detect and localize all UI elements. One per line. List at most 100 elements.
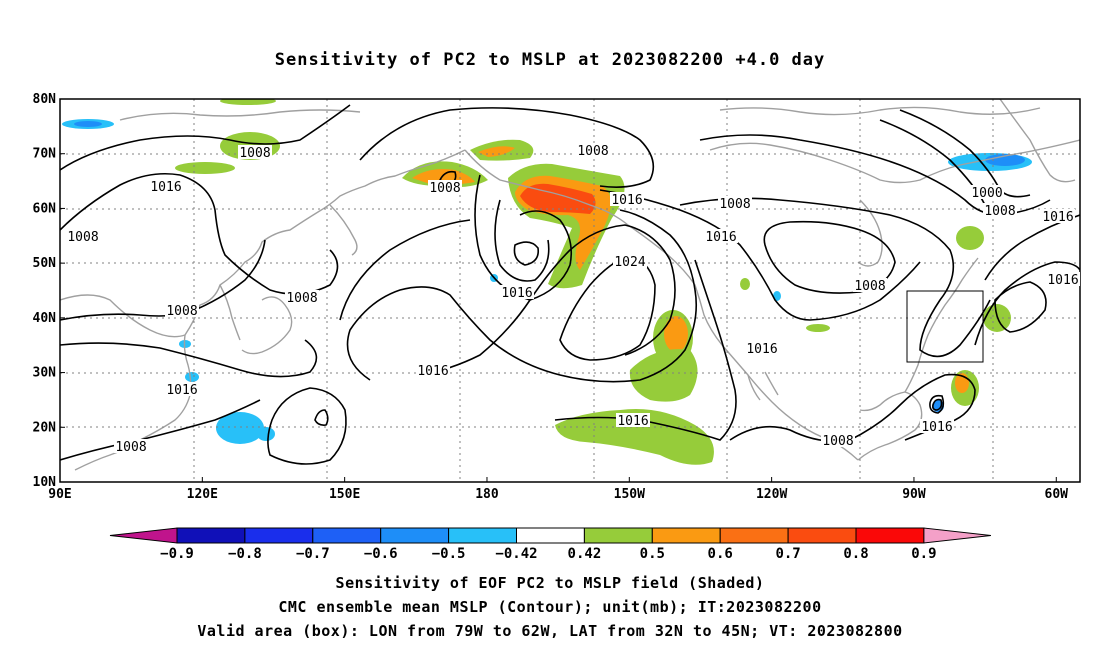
colorbar-label: 0.6 [708,546,733,562]
shade-patch [185,372,199,382]
shade-patch [555,409,714,465]
coastline-canada [709,139,1080,184]
contour-label: 1008 [166,304,197,319]
isobar [899,109,1031,198]
lon-tick-label: 90E [48,487,71,502]
lon-tick-label: 120W [756,487,787,502]
contour-label: 1016 [611,193,642,208]
isobar [60,399,261,461]
isobar [359,107,655,188]
lon-tick-label: 180 [475,487,499,502]
coastline-hudson [857,199,883,267]
lon-tick-label: 120E [187,487,218,502]
isobar [932,398,943,411]
shade-patch [985,154,1025,166]
colorbar-segment [516,527,585,544]
lat-tick-label: 50N [33,256,57,271]
isobar [314,409,329,426]
colorbar-segment [855,527,925,544]
colorbar-segment [312,527,382,544]
contour-label: 1008 [286,291,317,306]
isobar [339,189,921,321]
colorbar-high-extension [923,527,991,544]
contour-label-bg [1046,272,1080,286]
contour-labels: 1008 1016 1008 1008 1016 1008 1008 1016 1016 1008… [66,143,1080,455]
map-frame [59,98,1081,483]
lat-tick-label: 20N [33,420,57,435]
colorbar-segment [787,527,857,544]
isobar [763,220,896,294]
isobar [729,373,976,443]
coastline-north-america-west [627,224,859,461]
contour-label-bg [416,363,450,377]
contour-label-bg [66,229,100,243]
colorbar-segment [244,527,314,544]
shade-patch [220,99,276,105]
caption-line-3: Valid area (box): LON from 79W to 62W, L… [197,622,903,640]
contour-label: 1016 [150,180,181,195]
isobar [60,339,318,378]
contour-label: 1008 [719,197,750,212]
contour-label: 1008 [239,146,270,161]
longitude-labels: 90E 120E 150E 180 150W 120W 90W 60W [48,477,1068,502]
contour-label: 1016 [1042,210,1073,225]
isobar [346,209,698,383]
contour-label: 1016 [746,342,777,357]
isobar [679,197,991,358]
colorbar-label: −0.42 [495,546,537,562]
colorbar-label: −0.5 [432,546,466,562]
lon-tick-label: 150E [329,487,360,502]
contour-label-bg [920,419,954,433]
contour-label-bg [970,185,1004,199]
contour-label-bg [165,303,199,317]
lat-tick-label: 70N [33,147,57,162]
colorbar-low-extension [109,527,178,544]
isobar [559,254,656,361]
colorbar-label: 0.5 [640,546,665,562]
coastlines [60,99,1080,471]
contour-label: 1008 [115,440,146,455]
shade-patch [175,162,235,174]
coastline-us-east [904,257,979,393]
contour-label-bg [238,145,272,159]
colorbar-label: −0.7 [296,546,330,562]
shade-patch [740,278,750,290]
coastline-china [74,334,192,471]
shade-patch [257,427,275,441]
lat-tick-label: 60N [33,201,57,216]
shade-patch [664,316,688,352]
shade-patch [216,412,264,444]
colorbar-label: −0.8 [228,546,262,562]
coastline-korea [219,284,241,341]
lat-tick-label: 40N [33,311,57,326]
coastline-mexico [747,371,779,401]
contour-label-bg [165,382,199,396]
latitude-labels: 10N 20N 30N 40N 50N 60N 70N 80N [33,92,65,490]
valid-area-box [906,290,984,363]
coastline-gulf [857,391,923,461]
isobar [474,174,573,301]
coastline-greenland [999,99,1076,183]
contour-label-bg [853,278,887,292]
plot-title: Sensitivity of PC2 to MSLP at 2023082200… [274,50,826,70]
lon-tick-label: 90W [902,487,926,502]
colorbar-label: 0.8 [843,546,868,562]
isobar [267,387,347,465]
lat-tick-label: 80N [33,92,57,107]
isobar [60,172,339,295]
contour-label-bg [1041,209,1075,223]
colorbar: −0.9 −0.8 −0.7 −0.6 −0.5 −0.42 0.42 0.5 0.6 0.7 0.… [109,527,991,562]
contour-label: 1024 [614,255,645,270]
contour-label-bg [285,290,319,304]
contour-label: 1008 [984,204,1015,219]
contour-label: 1008 [429,181,460,196]
contour-label-bg [704,229,738,243]
isobar [929,394,945,414]
contour-label: 1016 [1047,273,1078,288]
contour-label-bg [983,203,1017,217]
contour-label-bg [616,413,650,427]
colorbar-label: −0.9 [160,546,194,562]
contour-label: 1008 [577,144,608,159]
contour-label: 1016 [921,420,952,435]
